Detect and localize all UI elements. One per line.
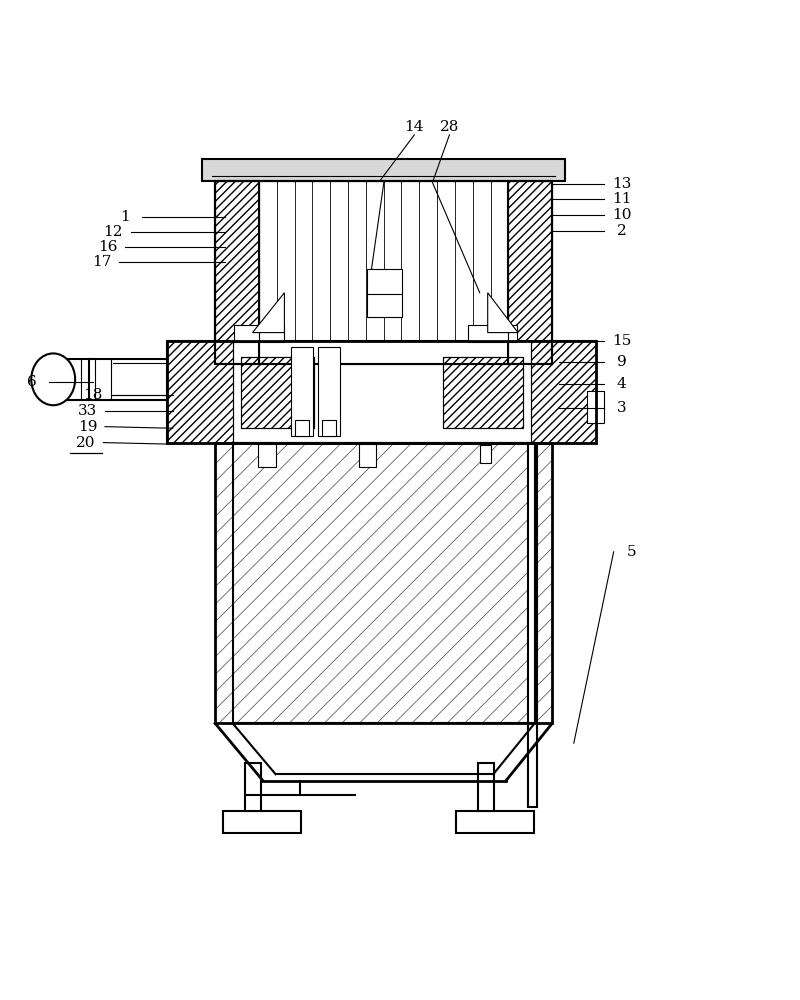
Bar [443, 357, 522, 428]
Bar [223, 811, 301, 833]
Text: 3: 3 [617, 401, 626, 415]
Bar [318, 347, 340, 436]
Ellipse shape [31, 353, 75, 405]
Text: 33: 33 [78, 404, 97, 418]
Bar [509, 181, 552, 364]
Bar [530, 341, 596, 443]
Bar [215, 181, 552, 364]
Bar [456, 811, 534, 833]
Polygon shape [253, 293, 285, 333]
Text: 2: 2 [617, 224, 626, 238]
Text: 4: 4 [617, 377, 626, 391]
Bar [358, 444, 376, 467]
Bar [234, 325, 284, 342]
Text: 12: 12 [103, 225, 122, 239]
Bar [322, 420, 336, 436]
Bar [167, 341, 596, 443]
Bar [241, 357, 314, 428]
Bar [215, 181, 259, 364]
Text: 5: 5 [626, 545, 636, 559]
Text: 19: 19 [78, 420, 98, 434]
Text: 16: 16 [98, 240, 117, 254]
Bar [167, 341, 233, 443]
Bar [366, 269, 402, 317]
Bar [509, 181, 552, 364]
Text: 1: 1 [120, 210, 130, 224]
Text: 17: 17 [92, 255, 111, 269]
Bar [478, 763, 494, 811]
Bar [480, 445, 491, 463]
Bar [527, 443, 537, 807]
Text: 14: 14 [405, 120, 424, 134]
Text: 28: 28 [440, 120, 459, 134]
Bar [215, 181, 259, 364]
Bar [215, 443, 552, 723]
Bar [258, 444, 276, 467]
Text: 11: 11 [612, 192, 631, 206]
Text: 18: 18 [83, 388, 102, 402]
Bar [202, 159, 565, 181]
Bar [468, 325, 517, 342]
Text: 15: 15 [612, 334, 631, 348]
Bar [294, 420, 309, 436]
Bar [530, 341, 596, 443]
Bar [167, 341, 596, 443]
Text: 13: 13 [612, 177, 631, 191]
Bar [259, 181, 509, 364]
Bar [290, 347, 313, 436]
Bar [233, 443, 534, 723]
Polygon shape [488, 293, 518, 333]
Bar [167, 341, 233, 443]
Text: 20: 20 [76, 436, 96, 450]
Bar [443, 357, 522, 428]
Bar [241, 357, 314, 428]
Bar [246, 763, 262, 811]
Bar [586, 391, 604, 423]
Text: 9: 9 [617, 355, 626, 369]
Text: 6: 6 [27, 375, 37, 389]
Text: 10: 10 [612, 208, 631, 222]
